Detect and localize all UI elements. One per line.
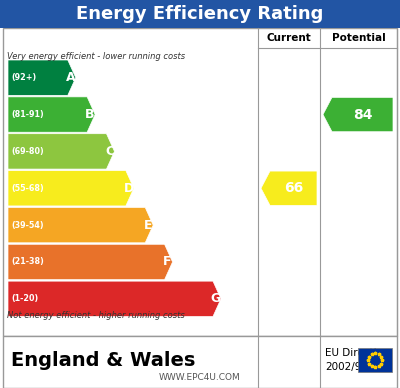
Text: 84: 84 (353, 107, 372, 121)
Polygon shape (8, 281, 221, 317)
Text: G: G (211, 292, 221, 305)
Text: (21-38): (21-38) (11, 258, 44, 267)
Bar (0, 0, 400, 28)
Text: Current: Current (267, 33, 311, 43)
Polygon shape (8, 60, 76, 95)
Text: (55-68): (55-68) (11, 184, 44, 193)
Text: A: A (66, 71, 76, 84)
Text: (39-54): (39-54) (11, 221, 44, 230)
Polygon shape (323, 97, 393, 132)
Text: Not energy efficient - higher running costs: Not energy efficient - higher running co… (7, 311, 185, 320)
Polygon shape (8, 97, 95, 132)
Polygon shape (8, 134, 114, 169)
Text: C: C (105, 145, 114, 158)
Polygon shape (261, 171, 317, 205)
Text: WWW.EPC4U.COM: WWW.EPC4U.COM (159, 373, 241, 382)
Bar (3, 336, 397, 388)
Polygon shape (8, 171, 134, 206)
Text: (69-80): (69-80) (11, 147, 44, 156)
Text: Potential: Potential (332, 33, 385, 43)
Text: D: D (124, 182, 134, 195)
Text: 66: 66 (284, 181, 303, 195)
Text: B: B (85, 108, 95, 121)
Text: (81-91): (81-91) (11, 110, 44, 119)
Text: E: E (144, 218, 152, 232)
Text: Energy Efficiency Rating: Energy Efficiency Rating (76, 5, 324, 23)
Text: (1-20): (1-20) (11, 294, 38, 303)
Bar (358, 348, 392, 372)
Text: EU Directive
2002/91/EC: EU Directive 2002/91/EC (325, 348, 389, 372)
Polygon shape (8, 244, 172, 280)
Text: F: F (163, 255, 172, 268)
Bar (3, 28, 397, 336)
Text: England & Wales: England & Wales (11, 350, 195, 369)
Polygon shape (8, 208, 153, 243)
Text: Very energy efficient - lower running costs: Very energy efficient - lower running co… (7, 52, 185, 61)
Text: (92+): (92+) (11, 73, 36, 82)
